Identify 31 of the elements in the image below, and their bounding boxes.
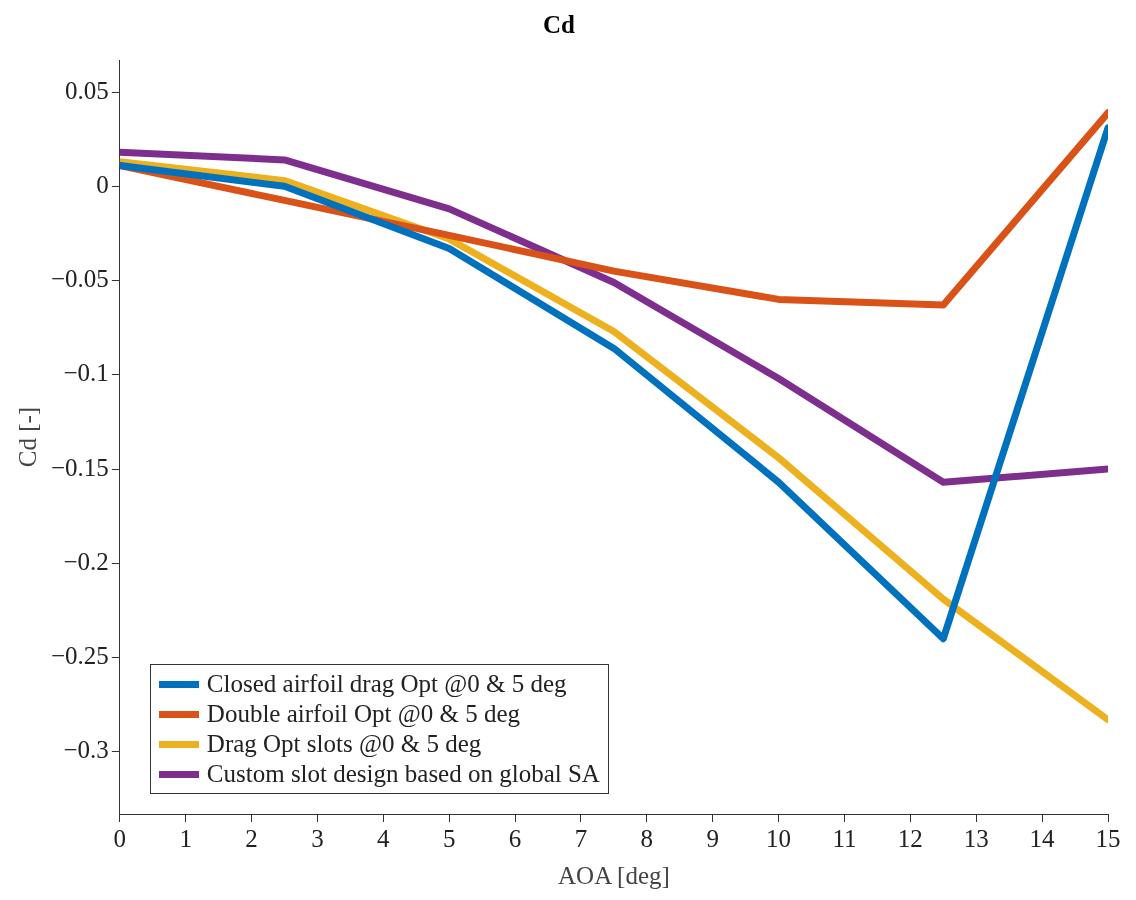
x-tick-label: 9 (706, 824, 719, 852)
x-tick-label: 12 (897, 824, 923, 852)
x-tick-label: 8 (640, 824, 654, 852)
legend-label: Double airfoil Opt @0 & 5 deg (206, 699, 521, 729)
x-tick-label: 6 (508, 824, 522, 852)
x-tick-label: 13 (963, 824, 989, 852)
x-tick-label: 4 (377, 824, 391, 852)
x-tick-label: 0 (113, 824, 127, 852)
chart-title: Cd (543, 11, 576, 39)
x-tick-label: 14 (1029, 824, 1056, 852)
legend-label: Closed airfoil drag Opt @0 & 5 deg (206, 669, 567, 699)
x-tick-label: 15 (1095, 824, 1121, 852)
x-tick-label: 2 (245, 824, 258, 852)
legend-label: Drag Opt slots @0 & 5 deg (206, 729, 482, 759)
y-tick-label: 0.05 (65, 76, 109, 104)
x-tick-label: 3 (311, 824, 324, 852)
legend-label: Custom slot design based on global SA (206, 759, 600, 789)
x-tick-label: 7 (574, 824, 588, 852)
x-tick-label: 10 (766, 824, 792, 852)
y-tick-label: −0.1 (63, 359, 109, 387)
x-tick-label: 5 (442, 824, 456, 852)
y-tick-label: −0.15 (50, 453, 109, 481)
y-tick-label: −0.2 (63, 547, 109, 575)
y-tick-label: 0 (96, 170, 109, 198)
y-tick-label: −0.3 (63, 736, 109, 764)
y-tick-label: −0.25 (50, 642, 109, 670)
x-tick-label: 11 (832, 824, 857, 852)
x-tick-label: 1 (179, 824, 192, 852)
y-axis-title: Cd [-] (13, 406, 41, 468)
x-axis-title: AOA [deg] (558, 861, 670, 889)
y-tick-label: −0.05 (50, 265, 109, 293)
